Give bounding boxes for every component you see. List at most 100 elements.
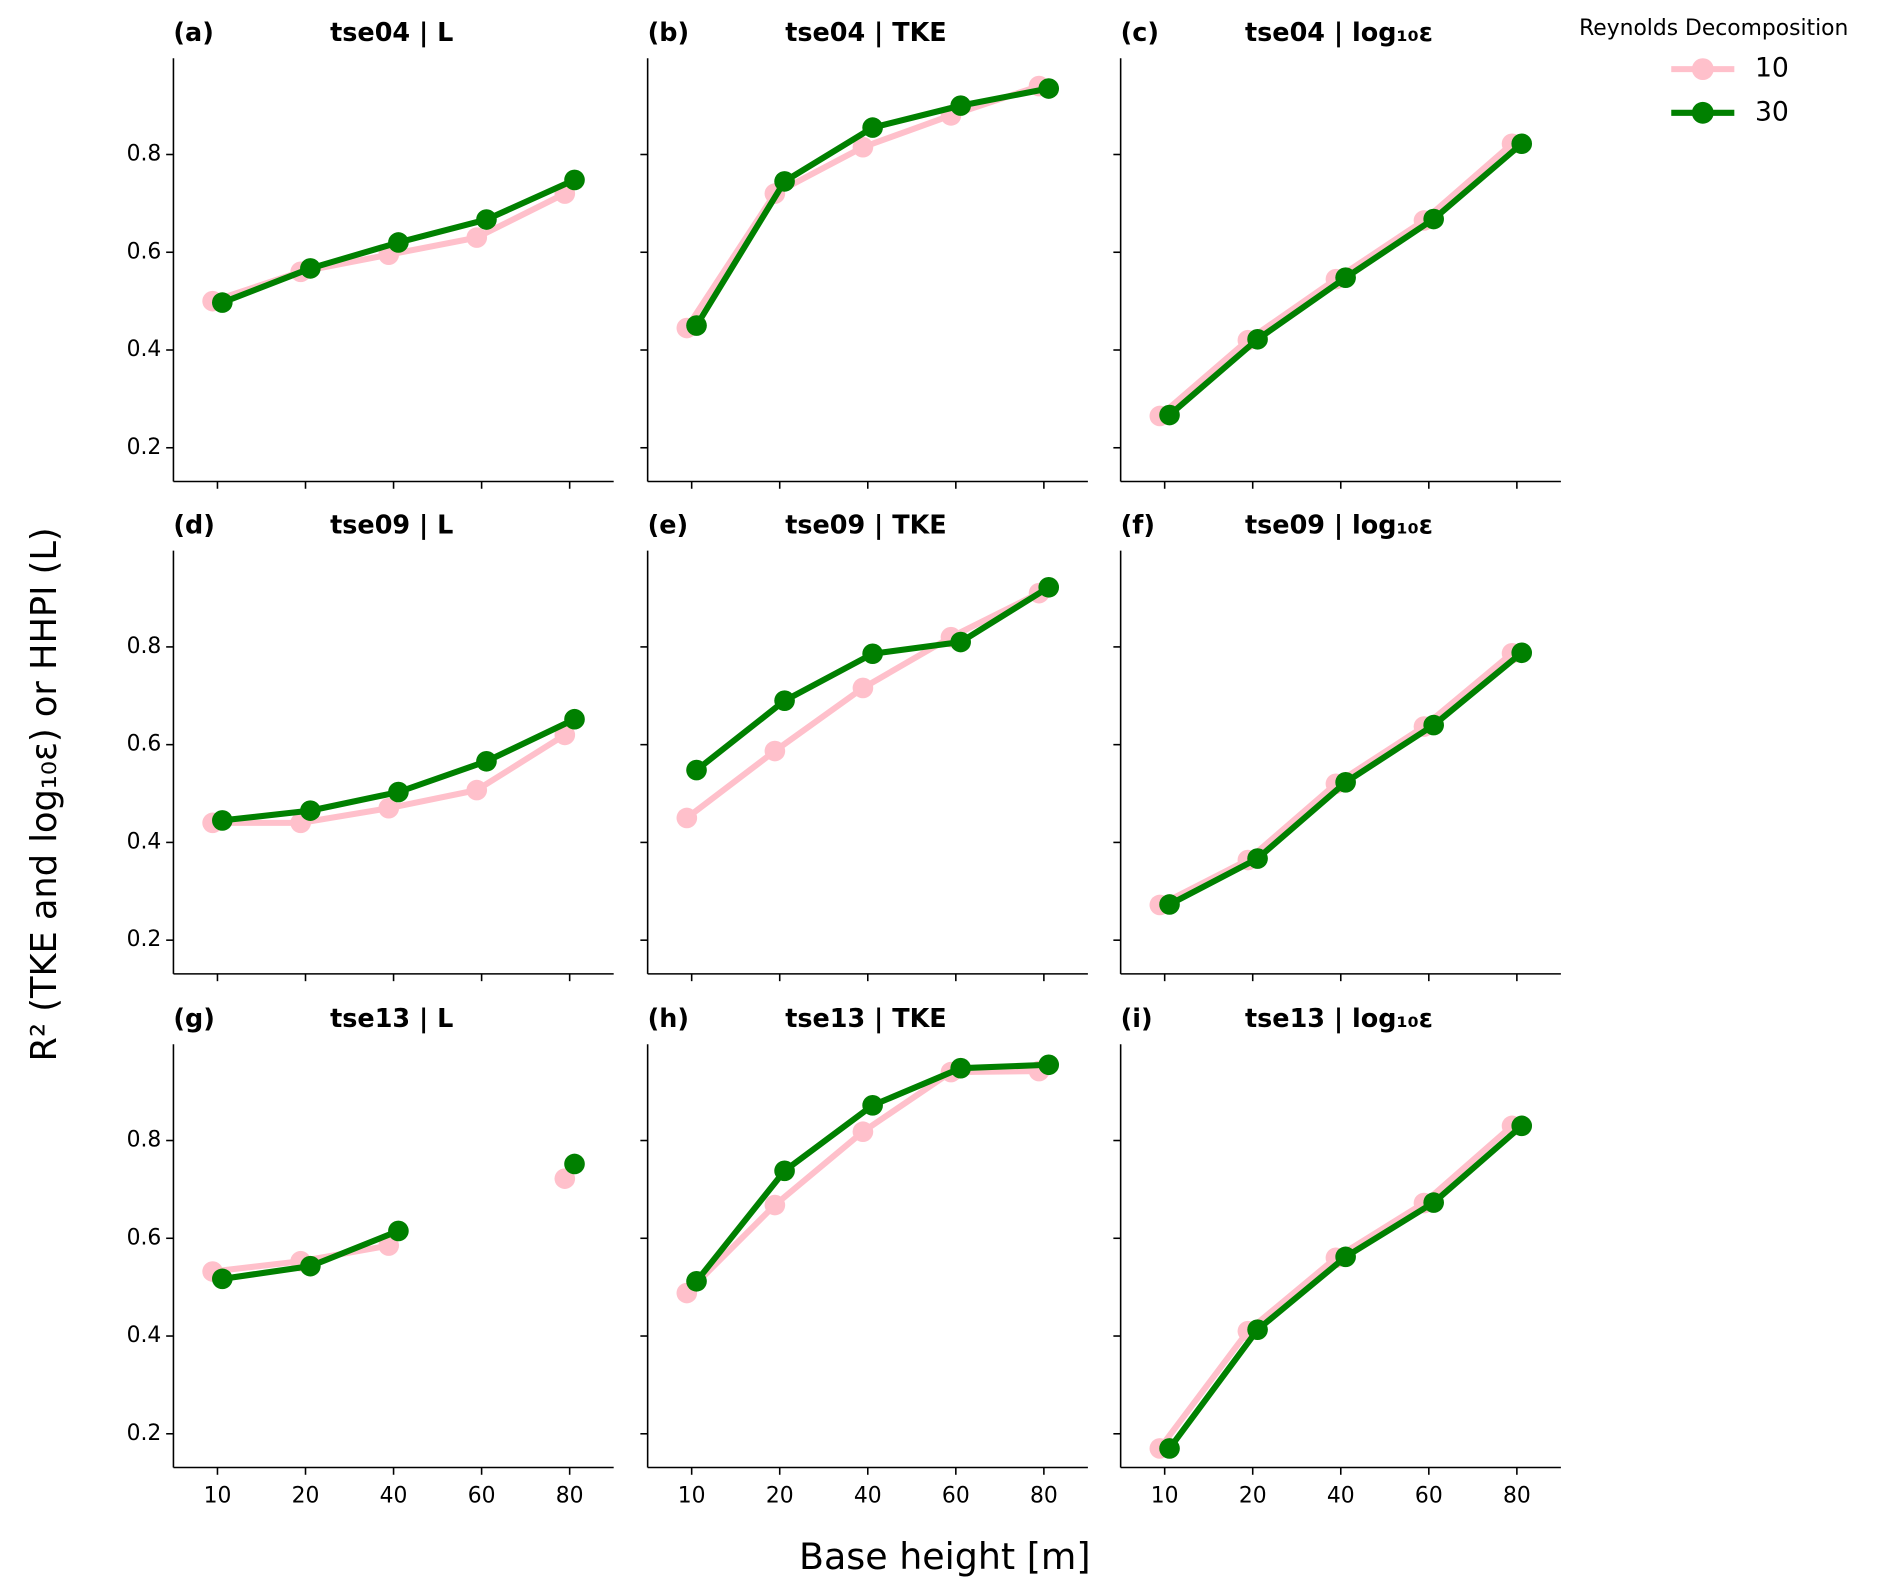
series-marker	[476, 750, 497, 772]
series-marker	[686, 1270, 707, 1292]
series-marker	[212, 1268, 233, 1290]
panel-title: tse09 | L	[330, 510, 453, 540]
panel-title: tse13 | log₁₀ε	[1245, 1004, 1433, 1034]
series-marker	[852, 677, 874, 699]
series-marker	[1247, 1319, 1268, 1340]
x-tick-label: 80	[556, 1484, 584, 1509]
series-marker	[466, 779, 488, 801]
series-marker	[212, 810, 233, 831]
series-marker	[1335, 267, 1356, 288]
series-marker	[1511, 642, 1533, 664]
series-marker	[378, 1235, 400, 1256]
series-marker	[1423, 1192, 1444, 1213]
x-tick-label: 10	[204, 1484, 232, 1509]
x-tick-label: 60	[942, 1484, 970, 1509]
series-marker	[1159, 1438, 1180, 1459]
y-tick-label: 0.2	[127, 1421, 162, 1446]
series-marker	[764, 1194, 786, 1216]
panel-label: (i)	[1121, 1004, 1153, 1034]
y-tick-label: 0.6	[127, 1225, 162, 1250]
series-marker	[686, 315, 707, 336]
series-line	[1167, 1123, 1524, 1451]
series-marker	[564, 708, 585, 730]
x-tick-label: 40	[380, 1484, 408, 1509]
series-marker	[564, 169, 585, 191]
panel-title: tse04 | log₁₀ε	[1245, 18, 1433, 48]
series-marker	[388, 232, 409, 253]
panel-label: (c)	[1121, 18, 1159, 48]
series-marker	[388, 781, 409, 803]
x-tick-label: 40	[854, 1484, 882, 1509]
panel-title: tse09 | log₁₀ε	[1245, 510, 1433, 540]
series-marker	[852, 136, 874, 158]
series-marker	[212, 292, 233, 313]
panel-title: tse13 | L	[330, 1004, 453, 1034]
panel-label: (d)	[173, 510, 215, 540]
series-marker	[300, 800, 321, 821]
series-marker	[676, 807, 698, 829]
series-marker	[564, 1153, 585, 1175]
panel-title: tse04 | TKE	[785, 18, 947, 48]
legend-label: 10	[1755, 53, 1789, 84]
x-tick-label: 10	[1151, 1484, 1179, 1509]
y-tick-label: 0.2	[127, 435, 162, 460]
panel-title: tse04 | L	[330, 18, 453, 48]
series-marker	[476, 209, 497, 230]
series-marker	[554, 724, 576, 746]
series-marker	[774, 1160, 795, 1182]
series-marker	[300, 1255, 321, 1277]
series-marker	[774, 171, 795, 192]
series-marker	[1038, 576, 1060, 598]
panel-label: (e)	[648, 510, 689, 540]
panel-label: (b)	[648, 18, 690, 48]
series-marker	[950, 631, 971, 653]
series-line	[684, 83, 1040, 330]
x-axis-label: Base height [m]	[799, 1535, 1090, 1578]
panel-label: (f)	[1121, 510, 1155, 540]
series-marker	[950, 95, 971, 116]
series-marker	[764, 740, 786, 762]
y-tick-label: 0.2	[127, 927, 162, 952]
legend-marker	[1691, 101, 1714, 124]
series-marker	[950, 1057, 971, 1079]
series-marker	[1511, 133, 1533, 155]
series-marker	[1423, 714, 1444, 736]
series-marker	[300, 258, 321, 279]
series-line	[1157, 1123, 1515, 1451]
y-tick-label: 0.8	[127, 634, 162, 659]
series-marker	[466, 227, 488, 248]
legend-label: 30	[1755, 96, 1789, 127]
series-marker	[378, 797, 400, 819]
series-marker	[686, 759, 707, 781]
y-tick-label: 0.6	[127, 239, 162, 264]
panel-label: (h)	[648, 1004, 689, 1034]
x-tick-label: 60	[1415, 1484, 1443, 1509]
series-marker	[1335, 771, 1356, 793]
x-tick-label: 20	[1239, 1484, 1267, 1509]
x-tick-label: 10	[678, 1484, 706, 1509]
legend-marker	[1691, 58, 1714, 81]
y-tick-label: 0.8	[127, 142, 162, 167]
y-tick-label: 0.4	[127, 829, 162, 854]
panel-label: (g)	[173, 1004, 215, 1034]
series-marker	[852, 1121, 874, 1143]
series-marker	[1423, 208, 1444, 230]
y-axis-label: R² (TKE and log₁₀ε) or HHPI (L)	[24, 527, 65, 1061]
series-line	[213, 1179, 565, 1272]
series-marker	[1038, 78, 1060, 99]
x-tick-label: 40	[1327, 1484, 1355, 1509]
series-marker	[1038, 1054, 1060, 1076]
series-marker	[1247, 848, 1268, 869]
y-tick-label: 0.6	[127, 732, 162, 757]
y-tick-label: 0.4	[127, 337, 162, 362]
panel-title: tse09 | TKE	[785, 510, 947, 540]
series-marker	[862, 643, 883, 665]
legend-title: Reynolds Decomposition	[1579, 16, 1848, 41]
x-tick-label: 80	[1030, 1484, 1058, 1509]
series-marker	[862, 1095, 883, 1116]
x-tick-label: 20	[766, 1484, 794, 1509]
x-tick-label: 60	[468, 1484, 496, 1509]
series-marker	[1159, 894, 1180, 915]
panel-label: (a)	[173, 18, 213, 48]
